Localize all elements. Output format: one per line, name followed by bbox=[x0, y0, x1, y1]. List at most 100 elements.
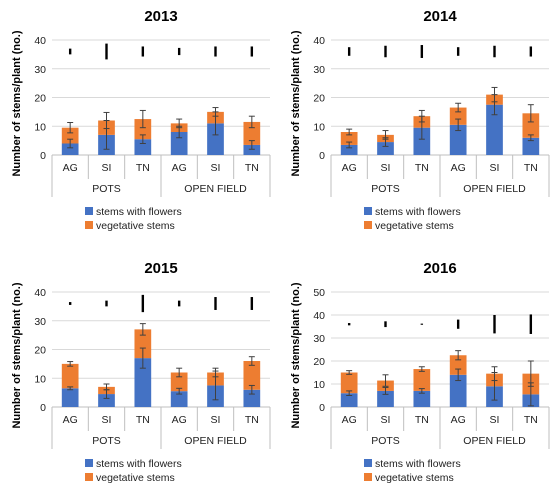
chart-panel-2014: 2014 Number of stems/plant (no.) 0 10 20 30 40… bbox=[290, 8, 550, 232]
legend-swatch bbox=[85, 473, 93, 481]
bar-stems-with-flowers bbox=[134, 358, 152, 407]
chart-title: 2013 bbox=[144, 8, 177, 25]
x-category-label: TN bbox=[415, 414, 429, 426]
legend-label: vegetative stems bbox=[96, 220, 175, 232]
y-tick-label: 30 bbox=[34, 64, 46, 76]
y-axis-label: Number of stems/plant (no.) bbox=[11, 282, 23, 428]
bar-stems-with-flowers bbox=[449, 374, 467, 407]
y-tick-label: 20 bbox=[313, 356, 325, 368]
x-category-label: TN bbox=[415, 162, 429, 174]
x-category-label: TN bbox=[136, 162, 150, 174]
x-category-label: TN bbox=[524, 162, 538, 174]
y-tick-label: 10 bbox=[313, 379, 325, 391]
x-group-label: POTS bbox=[371, 183, 400, 195]
legend-label: vegetative stems bbox=[96, 472, 175, 484]
y-tick-label: 0 bbox=[40, 150, 46, 162]
y-tick-label: 10 bbox=[34, 121, 46, 133]
x-category-label: SI bbox=[102, 162, 112, 174]
x-category-label: TN bbox=[136, 414, 150, 426]
bar-vegetative-stems bbox=[61, 363, 79, 389]
bar-vegetative-stems bbox=[61, 127, 79, 144]
x-group-label: OPEN FIELD bbox=[184, 435, 247, 447]
y-tick-label: 40 bbox=[313, 35, 325, 47]
bar-vegetative-stems bbox=[413, 369, 431, 391]
y-tick-label: 40 bbox=[313, 310, 325, 322]
x-group-label: POTS bbox=[371, 435, 400, 447]
bar-stems-with-flowers bbox=[340, 144, 358, 155]
x-group-label: OPEN FIELD bbox=[463, 183, 526, 195]
x-category-label: SI bbox=[381, 162, 391, 174]
y-axis-label: Number of stems/plant (no.) bbox=[290, 30, 302, 176]
x-category-label: SI bbox=[381, 414, 391, 426]
bar-vegetative-stems bbox=[170, 372, 188, 392]
legend-swatch bbox=[364, 207, 372, 215]
x-category-label: AG bbox=[172, 414, 187, 426]
bar-vegetative-stems bbox=[243, 121, 261, 145]
y-tick-label: 0 bbox=[319, 150, 325, 162]
chart-panel-2013: 2013 Number of stems/plant (no.) 0 10 20 30 40… bbox=[11, 8, 271, 232]
legend-swatch bbox=[364, 221, 372, 229]
legend-label: stems with flowers bbox=[375, 458, 461, 470]
x-group-label: POTS bbox=[92, 435, 121, 447]
legend-label: vegetative stems bbox=[375, 220, 454, 232]
bar-stems-with-flowers bbox=[134, 139, 152, 155]
y-tick-label: 50 bbox=[313, 287, 325, 299]
legend-swatch bbox=[364, 459, 372, 467]
x-category-label: AG bbox=[63, 414, 78, 426]
legend-swatch bbox=[85, 459, 93, 467]
y-tick-label: 30 bbox=[313, 333, 325, 345]
y-tick-label: 20 bbox=[34, 345, 46, 357]
y-tick-label: 20 bbox=[313, 93, 325, 105]
x-category-label: TN bbox=[524, 414, 538, 426]
y-tick-label: 0 bbox=[40, 402, 46, 414]
y-tick-label: 40 bbox=[34, 287, 46, 299]
bar-stems-with-flowers bbox=[243, 389, 261, 407]
y-tick-label: 40 bbox=[34, 35, 46, 47]
bar-stems-with-flowers bbox=[522, 137, 540, 155]
legend-label: stems with flowers bbox=[96, 458, 182, 470]
y-tick-label: 30 bbox=[313, 64, 325, 76]
y-tick-label: 0 bbox=[319, 402, 325, 414]
bar-vegetative-stems bbox=[243, 361, 261, 390]
y-tick-label: 20 bbox=[34, 93, 46, 105]
x-group-label: OPEN FIELD bbox=[184, 183, 247, 195]
x-category-label: AG bbox=[172, 162, 187, 174]
x-category-label: SI bbox=[490, 414, 500, 426]
chart-panel-2015: 2015 Number of stems/plant (no.) 0 10 20 30 40… bbox=[11, 260, 271, 484]
bar-stems-with-flowers bbox=[486, 104, 503, 155]
y-tick-label: 10 bbox=[34, 373, 46, 385]
bar-vegetative-stems bbox=[522, 113, 540, 138]
legend-label: vegetative stems bbox=[375, 472, 454, 484]
chart-title: 2016 bbox=[423, 260, 456, 277]
y-tick-label: 10 bbox=[313, 121, 325, 133]
bar-stems-with-flowers bbox=[413, 390, 431, 407]
bar-vegetative-stems bbox=[449, 107, 467, 125]
bar-stems-with-flowers bbox=[340, 393, 358, 407]
bar-stems-with-flowers bbox=[170, 132, 188, 155]
y-axis-label: Number of stems/plant (no.) bbox=[11, 30, 23, 176]
x-category-label: SI bbox=[490, 162, 500, 174]
x-category-label: AG bbox=[451, 162, 466, 174]
legend-swatch bbox=[85, 207, 93, 215]
bar-vegetative-stems bbox=[134, 119, 152, 140]
bar-vegetative-stems bbox=[134, 329, 152, 359]
bar-stems-with-flowers bbox=[377, 390, 394, 407]
legend-label: stems with flowers bbox=[96, 206, 182, 218]
bar-stems-with-flowers bbox=[243, 144, 261, 155]
legend-swatch bbox=[85, 221, 93, 229]
x-category-label: AG bbox=[63, 162, 78, 174]
bar-stems-with-flowers bbox=[207, 123, 224, 155]
chart-panel-2016: 2016 Number of stems/plant (no.) 0 10 20 30 40… bbox=[290, 260, 550, 484]
x-group-label: POTS bbox=[92, 183, 121, 195]
bar-stems-with-flowers bbox=[170, 391, 188, 407]
legend-swatch bbox=[364, 473, 372, 481]
legend-label: stems with flowers bbox=[375, 206, 461, 218]
x-category-label: AG bbox=[342, 414, 357, 426]
bar-stems-with-flowers bbox=[61, 388, 79, 407]
bar-stems-with-flowers bbox=[449, 124, 467, 155]
bar-stems-with-flowers bbox=[98, 394, 115, 407]
x-category-label: AG bbox=[451, 414, 466, 426]
bar-stems-with-flowers bbox=[61, 143, 79, 155]
chart-title: 2015 bbox=[144, 260, 177, 277]
